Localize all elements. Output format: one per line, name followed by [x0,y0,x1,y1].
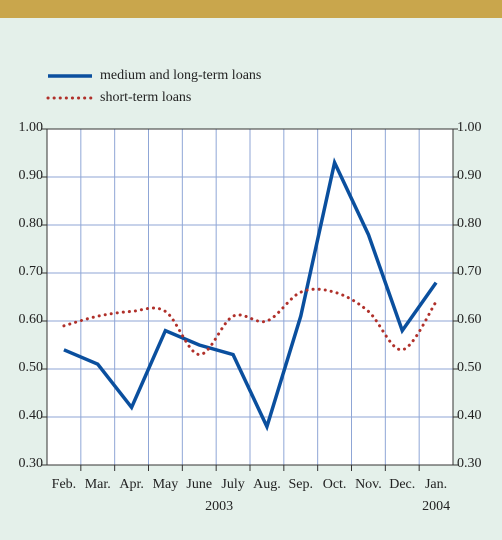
year-label: 2004 [422,499,450,514]
y2-tick-label: 0.40 [457,408,482,423]
y2-tick-label: 0.90 [457,168,482,183]
y2-tick-label: 1.00 [457,120,482,135]
y-tick-label: 0.80 [19,216,44,231]
x-tick-label: Sep. [289,477,314,492]
y2-tick-label: 0.30 [457,456,482,471]
y-tick-label: 0.60 [19,312,44,327]
x-tick-label: Aug. [253,477,281,492]
y-tick-label: 0.30 [19,456,44,471]
y2-tick-label: 0.80 [457,216,482,231]
series-line [63,157,438,432]
y-tick-label: 0.40 [19,408,44,423]
x-tick-label: June [186,477,212,492]
plot-frame [46,128,454,466]
y-tick-label: 1.00 [19,120,44,135]
y-tick-label: 0.50 [19,360,44,375]
x-tick-label: Dec. [389,477,415,492]
x-tick-label: May [153,477,179,492]
legend-label: short-term loans [100,90,191,105]
y2-tick-label: 0.70 [457,264,482,279]
y2-tick-label: 0.50 [457,360,482,375]
header-bar [0,0,502,18]
x-tick-label: Nov. [355,477,382,492]
legend-label: medium and long-term loans [100,68,261,83]
x-tick-label: Jan. [425,477,447,492]
x-tick-label: Mar. [85,477,111,492]
x-tick-label: Apr. [119,477,144,492]
x-tick-label: July [221,477,244,492]
year-label: 2003 [205,499,233,514]
y-tick-label: 0.90 [19,168,44,183]
x-tick-label: Oct. [323,477,347,492]
series-line [62,287,438,357]
y2-tick-label: 0.60 [457,312,482,327]
y-tick-label: 0.70 [19,264,44,279]
x-tick-label: Feb. [52,477,77,492]
